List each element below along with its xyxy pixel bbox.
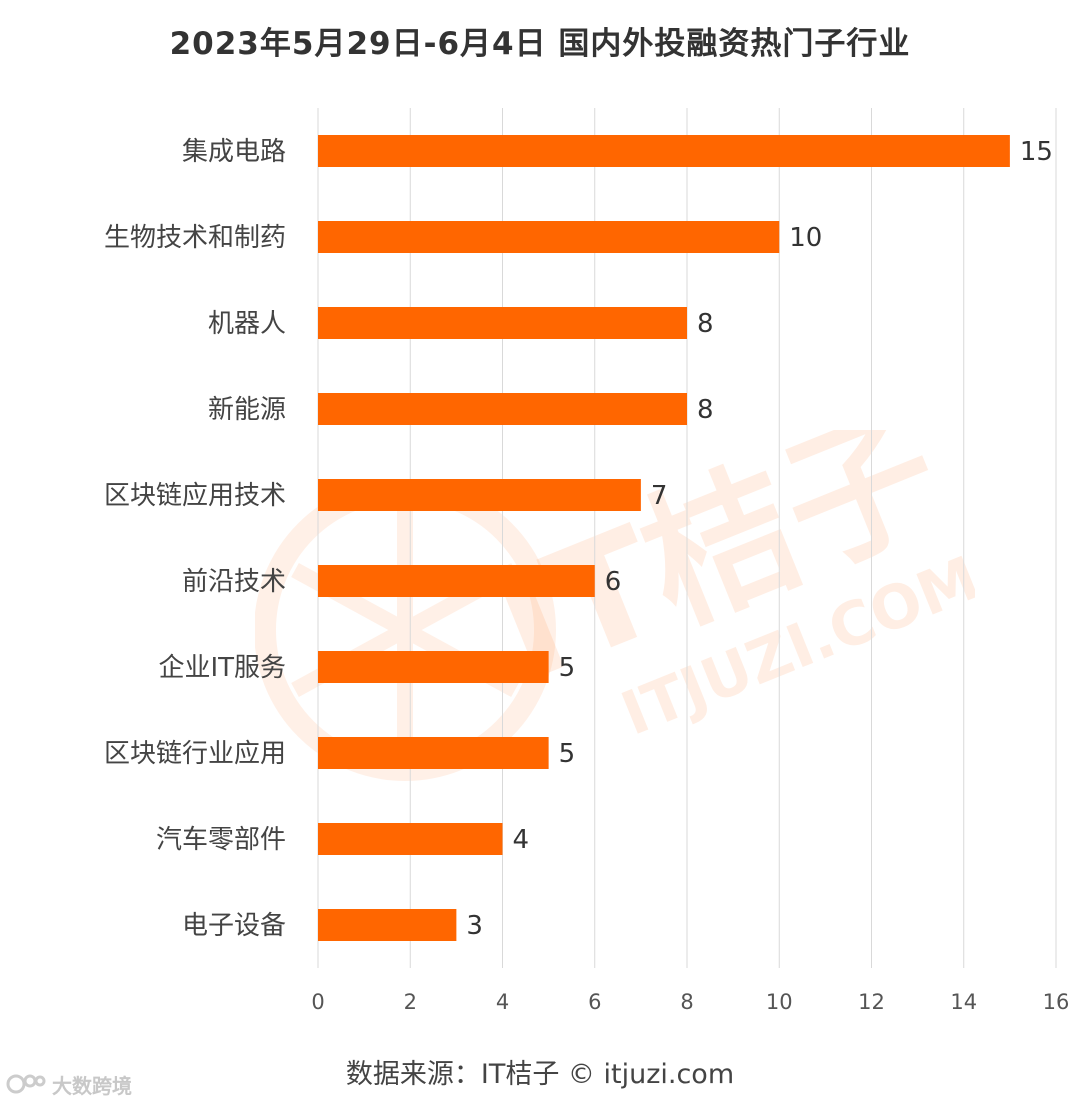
bar xyxy=(318,823,503,855)
logo-icon xyxy=(6,1074,46,1094)
category-label: 机器人 xyxy=(208,309,286,339)
bar xyxy=(318,479,641,511)
data-label: 5 xyxy=(559,653,576,683)
x-tick-label: 16 xyxy=(1043,990,1070,1014)
data-source-note: 数据来源：IT桔子 © itjuzi.com xyxy=(345,1059,735,1090)
data-label: 10 xyxy=(789,223,822,253)
bar xyxy=(318,307,687,339)
data-label: 6 xyxy=(605,567,622,597)
bar xyxy=(318,135,1010,167)
category-label: 区块链应用技术 xyxy=(104,481,286,511)
data-label: 8 xyxy=(697,309,714,339)
category-label: 集成电路 xyxy=(182,137,286,167)
x-tick-label: 14 xyxy=(950,990,977,1014)
data-label: 15 xyxy=(1020,137,1053,167)
data-label: 3 xyxy=(466,911,483,941)
x-tick-label: 0 xyxy=(311,990,324,1014)
data-label: 4 xyxy=(513,825,530,855)
corner-logo-text: 大数跨境 xyxy=(52,1073,132,1098)
bar xyxy=(318,221,780,253)
category-label: 企业IT服务 xyxy=(158,653,286,683)
category-label: 新能源 xyxy=(208,395,286,425)
category-label: 区块链行业应用 xyxy=(104,739,286,769)
corner-logo: 大数跨境 xyxy=(6,1068,132,1100)
bar xyxy=(318,565,595,597)
bar xyxy=(318,909,457,941)
category-label: 前沿技术 xyxy=(182,567,286,597)
category-label: 生物技术和制药 xyxy=(104,223,286,253)
category-label: 电子设备 xyxy=(182,911,286,941)
data-label: 8 xyxy=(697,395,714,425)
x-tick-label: 8 xyxy=(680,990,693,1014)
bar xyxy=(318,393,687,425)
chart-title: 2023年5月29日-6月4日 国内外投融资热门子行业 xyxy=(169,26,911,62)
bar xyxy=(318,737,549,769)
x-tick-label: 12 xyxy=(858,990,885,1014)
x-tick-label: 10 xyxy=(766,990,793,1014)
data-label: 5 xyxy=(559,739,576,769)
x-tick-label: 4 xyxy=(496,990,509,1014)
x-tick-label: 6 xyxy=(588,990,601,1014)
x-tick-label: 2 xyxy=(404,990,417,1014)
bar xyxy=(318,651,549,683)
data-label: 7 xyxy=(651,481,668,511)
category-label: 汽车零部件 xyxy=(156,825,286,855)
